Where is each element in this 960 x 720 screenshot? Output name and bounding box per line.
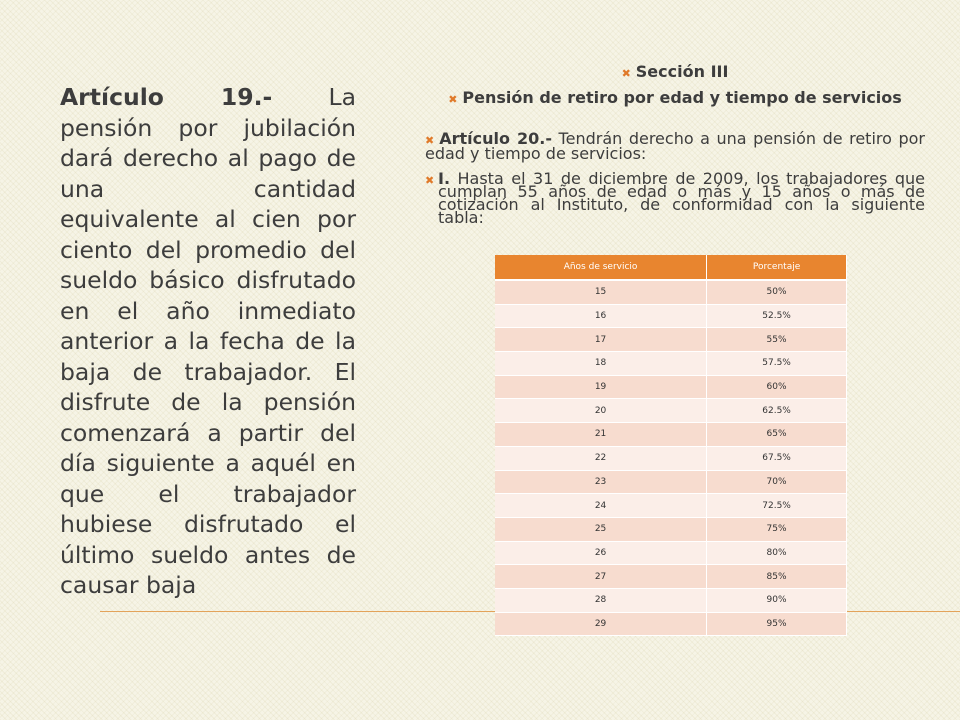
table-row: 29 95% xyxy=(495,612,847,637)
item-i-body: Hasta el 31 de diciembre de 2009, los tr… xyxy=(438,169,925,227)
item-i-lead: I. xyxy=(438,169,451,188)
percentage-cell: 62.5% xyxy=(706,398,847,424)
section-subtitle-text: Pensión de retiro por edad y tiempo de s… xyxy=(462,88,902,107)
table-row: 16 52.5% xyxy=(495,304,847,329)
bullet-icon: ✖ xyxy=(621,67,631,80)
percentage-cell: 75% xyxy=(706,517,847,542)
table-row: 24 72.5% xyxy=(495,493,847,518)
years-cell: 19 xyxy=(495,375,708,400)
years-cell: 16 xyxy=(495,304,708,329)
table-row: 15 50% xyxy=(495,280,847,305)
header-years-of-service: Años de servicio xyxy=(495,255,708,281)
bullet-icon: ✖ xyxy=(448,93,458,106)
years-cell: 26 xyxy=(495,541,708,566)
percentage-cell: 55% xyxy=(706,327,847,353)
article-20-lead: Artículo 20.- xyxy=(439,129,552,148)
article-20-body: Tendrán derecho a una pensión de retiro … xyxy=(425,129,925,163)
table-row: 20 62.5% xyxy=(495,398,847,424)
percentage-cell: 72.5% xyxy=(706,493,847,518)
table-row: 28 90% xyxy=(495,588,847,613)
table-header-row: Años de servicio Porcentaje xyxy=(495,255,847,281)
years-cell: 21 xyxy=(495,422,708,447)
article-19-body: La pensión por jubilación dará derecho a… xyxy=(60,83,356,599)
section-subtitle: ✖ Pensión de retiro por edad y tiempo de … xyxy=(420,90,930,107)
table-row: 26 80% xyxy=(495,541,847,566)
percentage-cell: 65% xyxy=(706,422,847,447)
table-row: 23 70% xyxy=(495,470,847,495)
years-cell: 23 xyxy=(495,470,708,495)
article-19-lead: Artículo 19.- xyxy=(60,83,273,111)
section-title-text: Sección III xyxy=(635,62,729,81)
years-cell: 24 xyxy=(495,493,708,518)
article-20-paragraph: ✖ Artículo 20.- Tendrán derecho a una pen… xyxy=(425,129,925,163)
percentage-cell: 85% xyxy=(706,564,847,589)
pension-table: Años de servicio Porcentaje 15 50% 16 52.5… xyxy=(495,255,847,637)
years-cell: 15 xyxy=(495,280,708,305)
percentage-cell: 57.5% xyxy=(706,351,847,376)
header-percentage: Porcentaje xyxy=(706,255,847,281)
percentage-cell: 52.5% xyxy=(706,304,847,329)
years-cell: 18 xyxy=(495,351,708,376)
years-cell: 17 xyxy=(495,327,708,353)
years-cell: 29 xyxy=(495,612,708,637)
percentage-cell: 70% xyxy=(706,470,847,495)
percentage-cell: 90% xyxy=(706,588,847,613)
section-title: ✖ Sección III xyxy=(420,64,930,82)
percentage-cell: 50% xyxy=(706,280,847,305)
table-row: 25 75% xyxy=(495,517,847,542)
table-row: 18 57.5% xyxy=(495,351,847,376)
percentage-cell: 67.5% xyxy=(706,446,847,471)
table-row: 17 55% xyxy=(495,327,847,353)
table-row: 21 65% xyxy=(495,422,847,447)
percentage-cell: 95% xyxy=(706,612,847,637)
table-row: 22 67.5% xyxy=(495,446,847,471)
years-cell: 20 xyxy=(495,398,708,424)
percentage-cell: 80% xyxy=(706,541,847,566)
years-cell: 22 xyxy=(495,446,708,471)
bullet-icon: ✖ xyxy=(425,174,435,187)
table-row: 19 60% xyxy=(495,375,847,400)
bullet-icon: ✖ xyxy=(425,134,435,147)
item-i-paragraph: ✖ I. Hasta el 31 de diciembre de 2009, lo… xyxy=(425,169,925,227)
years-cell: 28 xyxy=(495,588,708,613)
years-cell: 27 xyxy=(495,564,708,589)
article-19-text: Artículo 19.- La pensión por jubilación … xyxy=(60,82,356,601)
percentage-cell: 60% xyxy=(706,375,847,400)
table-row: 27 85% xyxy=(495,564,847,589)
years-cell: 25 xyxy=(495,517,708,542)
